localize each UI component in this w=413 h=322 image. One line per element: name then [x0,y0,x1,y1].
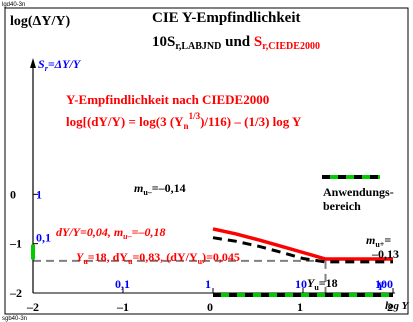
m-plus-value: –0,13 [371,247,399,261]
y-tick-blue-1: 1 [36,187,42,201]
plot-frame [4,7,409,315]
y-tick-label-2: 0 [10,187,16,201]
formula-title: Y-Empfindlichkeit nach CIEDE2000 [66,92,269,107]
series-line-2 [212,236,393,264]
y-axis-label: log(ΔY/Y) [10,14,70,29]
y-axis-arrow [30,58,36,68]
y-tick-label-1: –1 [9,237,22,251]
m-minus-label: mu–=–0,14 [134,181,186,197]
y-tick-label-0: –2 [9,286,22,300]
footer-code: sgb40-3n [2,316,27,322]
legend-label-1: Anwendungs- [323,185,394,199]
x-tick-label-3: 1 [297,300,303,314]
formula: log[(dY/Y) = log(3 (Yn1/3)/116) – (1/3) … [66,111,302,131]
reference-lines [33,259,327,293]
chart-subtitle: 10Sr,LABJND und Sr,CIEDE2000 [152,34,320,52]
x-tick-label-4: 2 [387,300,393,314]
chart-title: CIE Y-Empfindlichkeit [152,10,301,26]
x-tick-blue-3: 100 [375,277,393,291]
annotation-red-2: Yu=18, dYu=0,83, (dY/Yu)=0,045 [76,250,240,266]
x-axis-label: log Y [385,300,410,312]
inner-y-label: Sr=ΔY/Y [38,57,82,73]
m-plus-label: mu+= [366,233,391,249]
legend-label-2: bereich [323,199,361,213]
yu-label: Yu=18 [307,276,338,292]
header-code: lgd40-3n [2,2,25,8]
x-tick-label-2: 0 [207,300,213,314]
x-tick-blue-1: 1 [205,277,211,291]
x-tick-label-0: –2 [26,300,39,314]
series-line-1 [212,227,393,261]
x-tick-blue-2: 10 [295,277,307,291]
y-tick-blue-0: 0,1 [36,231,51,245]
axes [30,58,395,297]
x-tick-label-1: –1 [116,300,129,314]
x-tick-blue-0: 0,1 [115,277,130,291]
x-tick-blue-suffix: Y [377,279,386,293]
annotation-red-1: dY/Y=0,04, mu–=–0,18 [56,225,165,241]
series-group [212,227,393,264]
